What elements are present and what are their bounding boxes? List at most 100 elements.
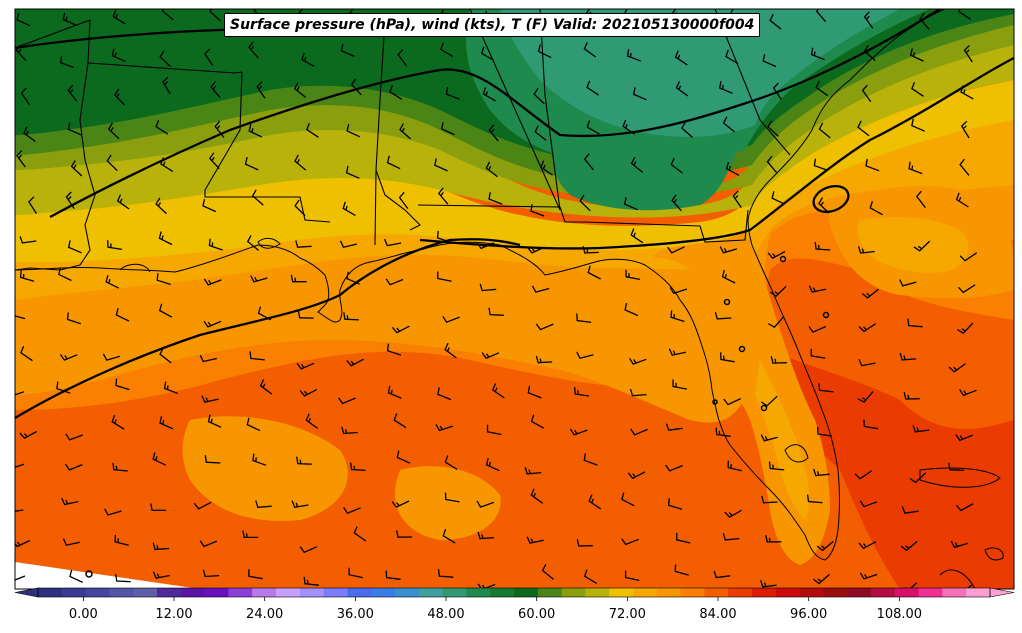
wind-barb <box>158 231 173 246</box>
wind-barb <box>105 274 119 289</box>
wind-barb <box>16 150 26 168</box>
temperature-band-60 <box>15 9 1014 182</box>
colorbar-tick-label: 96.00 <box>790 607 828 622</box>
wind-barb <box>65 191 75 209</box>
wind-barb <box>246 235 260 251</box>
wind-barb <box>350 78 362 96</box>
wind-barb <box>524 467 542 475</box>
wind-barb <box>303 576 319 586</box>
colorbar-swatch <box>204 588 229 597</box>
wind-barb <box>444 455 458 471</box>
wind-barb <box>434 158 448 172</box>
temperature-band-63 <box>15 20 1014 198</box>
colorbar-swatch <box>109 588 134 597</box>
wind-barb <box>242 530 259 539</box>
wind-barb <box>340 43 355 57</box>
wind-barb <box>56 381 71 394</box>
wind-barb <box>714 312 732 320</box>
colorbar-swatch <box>656 588 682 597</box>
wind-barb <box>389 84 403 100</box>
wind-barb <box>488 192 503 205</box>
wind-barb <box>387 385 402 399</box>
wind-barb <box>204 455 221 464</box>
colorbar-tick-label: 24.00 <box>246 607 284 622</box>
wind-barb <box>541 563 554 580</box>
colorbar-swatch <box>276 588 301 597</box>
wind-barb <box>391 325 410 334</box>
colorbar-swatch <box>894 588 920 597</box>
wind-barb <box>256 81 266 99</box>
wind-barb <box>61 497 79 506</box>
wind-barb <box>203 320 222 328</box>
wind-barb <box>725 161 740 176</box>
wind-barb <box>59 55 74 69</box>
wind-barb <box>583 153 595 171</box>
wind-barb <box>857 246 875 254</box>
wind-barb <box>437 569 454 578</box>
wind-barb <box>719 246 738 254</box>
wind-barb <box>533 87 545 105</box>
wind-barb <box>908 161 923 175</box>
wind-barb <box>152 571 170 579</box>
wind-barb <box>248 41 259 59</box>
colorbar-swatch <box>418 588 444 597</box>
colorbar-frame <box>37 587 991 598</box>
wind-barb <box>958 9 972 20</box>
wind-barb <box>760 395 778 407</box>
wind-barb <box>386 343 402 356</box>
wind-barb <box>769 285 787 297</box>
wind-barb <box>909 48 924 62</box>
wind-barb <box>760 434 778 442</box>
isobar-3 <box>419 56 1014 250</box>
colorbar-swatch <box>966 588 991 597</box>
wind-barb <box>628 357 647 365</box>
colorbar <box>14 587 1015 601</box>
wind-barb <box>625 269 641 281</box>
wind-barb <box>59 354 78 361</box>
wind-barb <box>723 398 741 406</box>
wind-barb <box>813 158 828 172</box>
wind-barb <box>480 46 495 61</box>
wind-barb <box>858 358 876 367</box>
colorbar-swatch <box>371 588 396 597</box>
wind-barb <box>488 124 499 142</box>
wind-barb <box>440 42 454 58</box>
colorbar-swatch <box>561 588 586 597</box>
wind-barb <box>70 160 83 177</box>
wind-barb <box>297 310 314 319</box>
wind-barb <box>948 363 966 373</box>
wind-barb <box>444 342 457 359</box>
wind-barb <box>445 87 460 100</box>
wind-barb <box>722 533 740 541</box>
colorbar-swatch <box>323 588 348 597</box>
wind-barb <box>621 492 635 507</box>
wind-barb <box>159 416 174 430</box>
wind-barb <box>152 542 170 551</box>
wind-barb <box>23 126 36 142</box>
wind-barb <box>540 160 553 176</box>
temperature-band-51 <box>500 9 900 137</box>
wind-barb <box>759 579 777 588</box>
wind-barb <box>815 9 827 23</box>
colorbar-swatch <box>395 588 420 597</box>
wind-barb <box>624 302 639 317</box>
wind-barb <box>112 462 128 472</box>
wind-barb <box>294 199 306 217</box>
wind-barb <box>163 381 178 395</box>
colorbar-swatch <box>490 588 515 597</box>
no-data-corner <box>15 562 200 589</box>
wind-barb <box>305 413 319 429</box>
colorbar-tick-label: 36.00 <box>336 607 374 622</box>
wind-barb <box>210 81 221 99</box>
wind-barb <box>765 535 782 543</box>
wind-barb <box>818 122 831 139</box>
temperature-band-69 <box>15 80 1014 262</box>
atlantic-warm-patch-inner <box>857 217 969 273</box>
colorbar-tick-label: 108.00 <box>876 607 923 622</box>
wind-barb <box>248 124 263 138</box>
wind-barb <box>899 279 917 287</box>
wind-barb <box>863 44 876 61</box>
wind-barb <box>667 246 685 254</box>
wind-barb <box>437 271 452 282</box>
wind-barb <box>399 123 412 140</box>
